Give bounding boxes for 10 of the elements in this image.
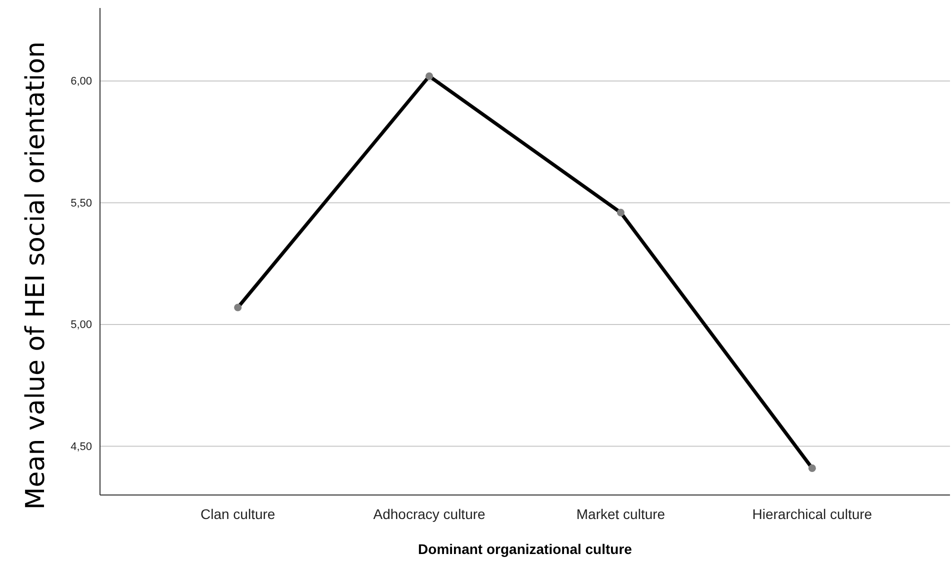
x-tick-label: Market culture: [576, 506, 666, 522]
y-tick-label: 5,50: [70, 197, 92, 210]
y-axis-title: Mean value of HEI social orientation: [21, 41, 51, 510]
x-tick-label: Adhocracy culture: [373, 506, 486, 522]
y-tick-label: 4,50: [70, 440, 92, 453]
y-tick-label: 5,00: [70, 319, 92, 332]
y-tick-label: 6,00: [70, 76, 92, 88]
x-tick-label: Hierarchical culture: [752, 506, 872, 522]
x-tick-label: Clan culture: [200, 506, 276, 522]
x-axis-title: Dominant organizational culture: [418, 541, 632, 557]
